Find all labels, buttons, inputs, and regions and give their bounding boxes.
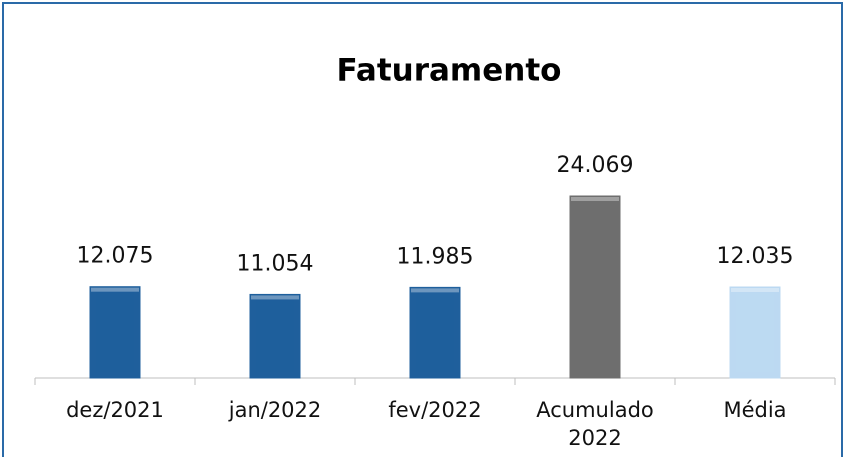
bar-highlight [251, 295, 299, 300]
value-label: 24.069 [557, 153, 634, 178]
bar-bevel [576, 202, 614, 372]
bar-bevel [96, 292, 134, 372]
chart-title: Faturamento [337, 53, 562, 89]
bar-highlight [91, 287, 139, 292]
x-tick-label: Acumulado 2022 [536, 398, 654, 450]
value-label: 11.054 [237, 251, 314, 276]
x-tick-label: fev/2022 [388, 398, 482, 422]
value-label: 12.035 [717, 244, 794, 269]
bar-highlight [571, 197, 619, 201]
bar-bevel [416, 293, 454, 372]
bar-highlight [411, 288, 459, 293]
value-label: 12.075 [77, 244, 154, 269]
bar-bevel [256, 300, 294, 372]
value-label: 11.985 [397, 244, 474, 269]
x-tick-label: Média [723, 398, 787, 422]
bar-highlight [731, 287, 779, 292]
x-tick-label: dez/2021 [66, 398, 164, 422]
bar-bevel [736, 292, 774, 372]
x-tick-label: jan/2022 [228, 398, 322, 422]
